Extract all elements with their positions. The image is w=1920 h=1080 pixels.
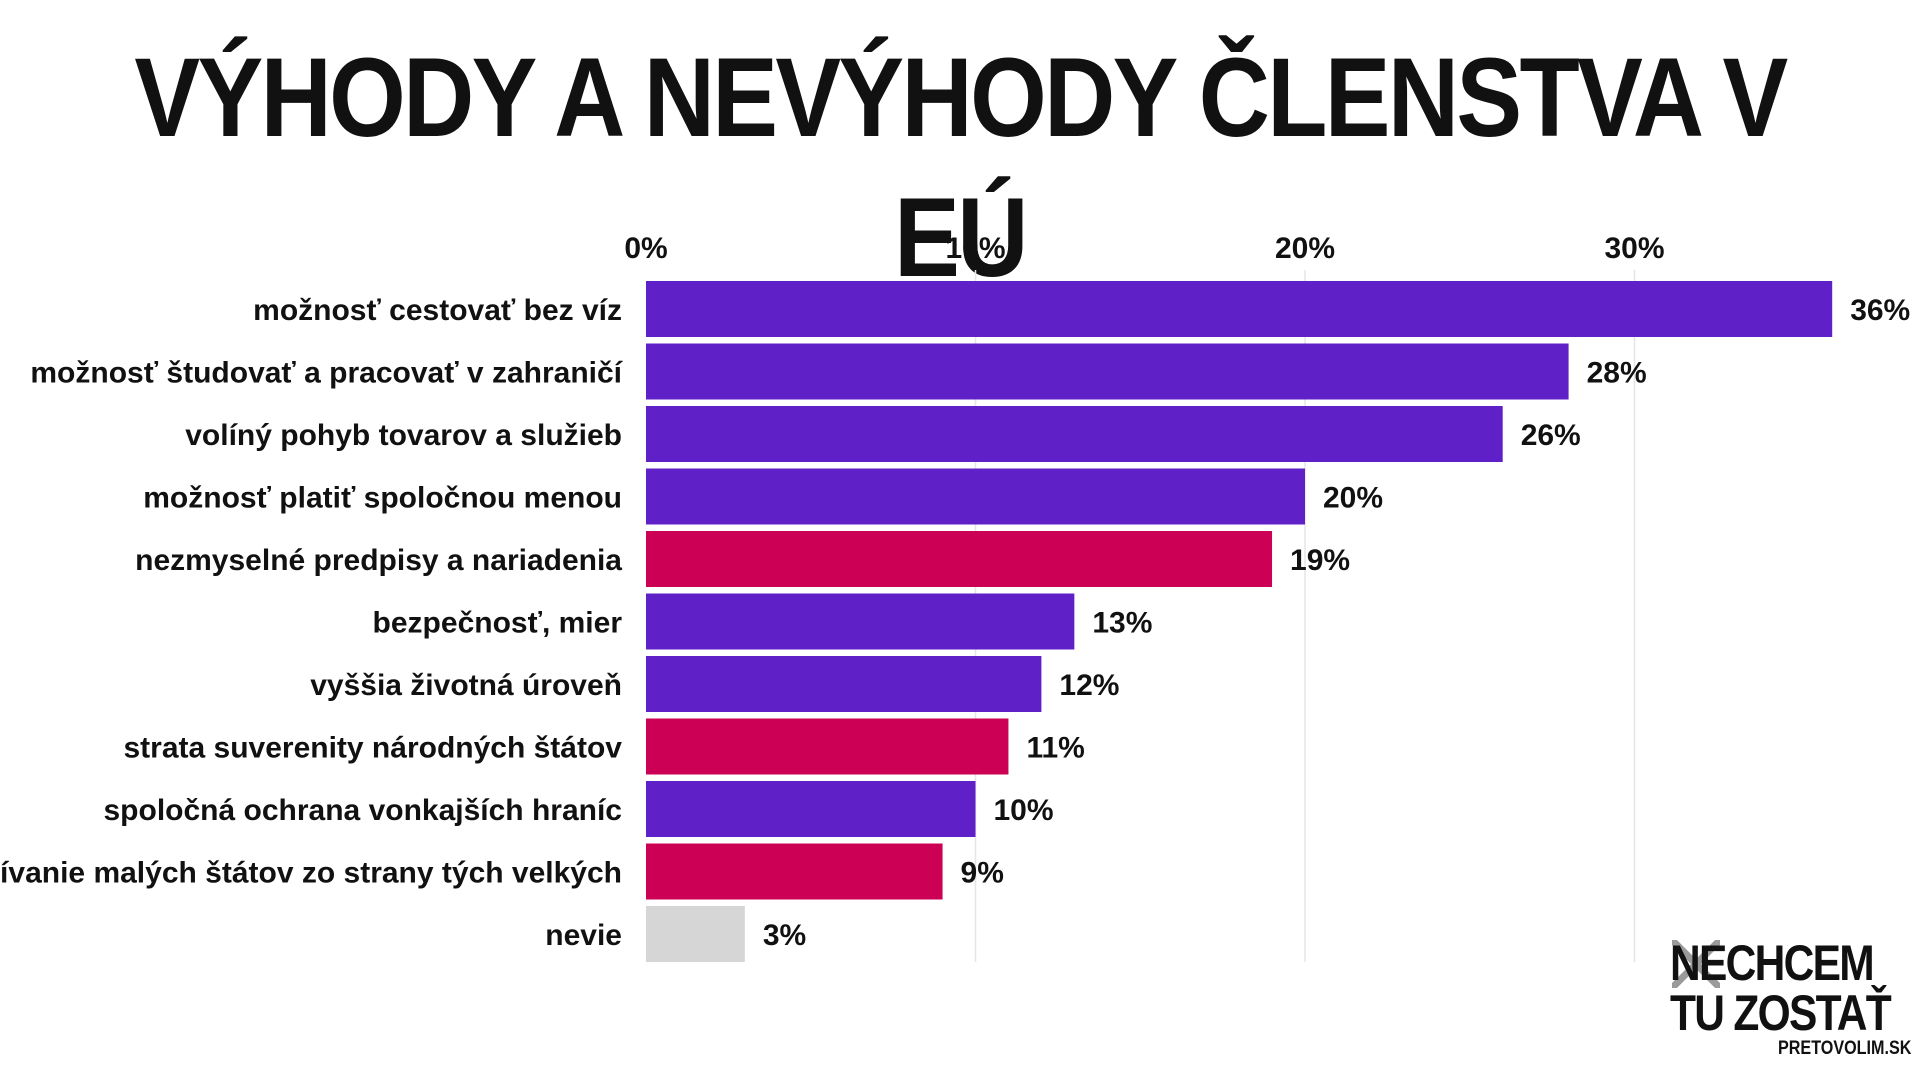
category-label: volíný pohyb tovarov a služieb: [185, 419, 622, 452]
category-label: nevie: [545, 919, 622, 952]
x-tick-label: 20%: [1275, 232, 1335, 265]
category-label: možnosť cestovať bez víz: [253, 294, 622, 327]
category-label: vyššia životná úroveň: [310, 669, 622, 702]
value-label: 11%: [1026, 732, 1084, 765]
value-label: 9%: [961, 857, 1004, 890]
bar: [646, 343, 1569, 400]
value-label: 19%: [1290, 544, 1350, 577]
x-tick-label: 30%: [1604, 232, 1664, 265]
logo-line-1: NECHCEM: [1670, 935, 1875, 991]
category-label: nezmyselné predpisy a nariadenia: [135, 544, 622, 577]
bar: [646, 906, 745, 962]
bar: [646, 281, 1833, 337]
x-tick-label: 0%: [624, 232, 667, 265]
cross-mark-icon: [1672, 940, 1720, 988]
value-label: 20%: [1323, 482, 1383, 515]
logo-line-2: TU ZOSTAŤ: [1670, 985, 1892, 1041]
value-label: 3%: [763, 919, 806, 952]
bars: [646, 281, 1833, 962]
bar: [646, 406, 1503, 462]
bar: [646, 656, 1042, 712]
value-label: 26%: [1521, 419, 1581, 452]
value-label: 12%: [1059, 669, 1119, 702]
category-label: využívanie malých štátov zo strany tých …: [0, 857, 622, 890]
bar: [646, 718, 1009, 775]
value-label: 28%: [1587, 357, 1647, 390]
category-labels: možnosť cestovať bez víz možnosť študovať…: [0, 294, 624, 952]
x-axis-ticks: 0% 10% 20% 30%: [624, 232, 1664, 265]
category-label: spoločná ochrana vonkajších hraníc: [104, 794, 623, 827]
category-label: strata suverenity národných štátov: [123, 732, 622, 765]
bar: [646, 593, 1075, 650]
chart-title: VÝHODY A NEVÝHODY ČLENSTVA V EÚ: [134, 35, 1788, 300]
category-label: bezpečnosť, mier: [373, 607, 623, 640]
value-label: 10%: [994, 794, 1054, 827]
bar: [646, 468, 1305, 525]
bar: [646, 781, 976, 837]
bar: [646, 531, 1273, 587]
brand-logo: NECHCEM TU ZOSTAŤ PRETOVOLIM.SK: [1670, 935, 1912, 1060]
value-label: 36%: [1850, 294, 1910, 327]
logo-url: PRETOVOLIM.SK: [1778, 1038, 1912, 1059]
bar: [646, 843, 943, 900]
value-labels: 36% 28%26% 20% 19% 13% 12% 11% 10% 9% 3%: [763, 294, 1910, 952]
value-label: 13%: [1092, 607, 1152, 640]
category-label: možnosť študovať a pracovať v zahraničí: [30, 357, 623, 390]
x-tick-label: 10%: [945, 232, 1005, 265]
category-label: možnosť platiť spoločnou menou: [143, 482, 622, 515]
